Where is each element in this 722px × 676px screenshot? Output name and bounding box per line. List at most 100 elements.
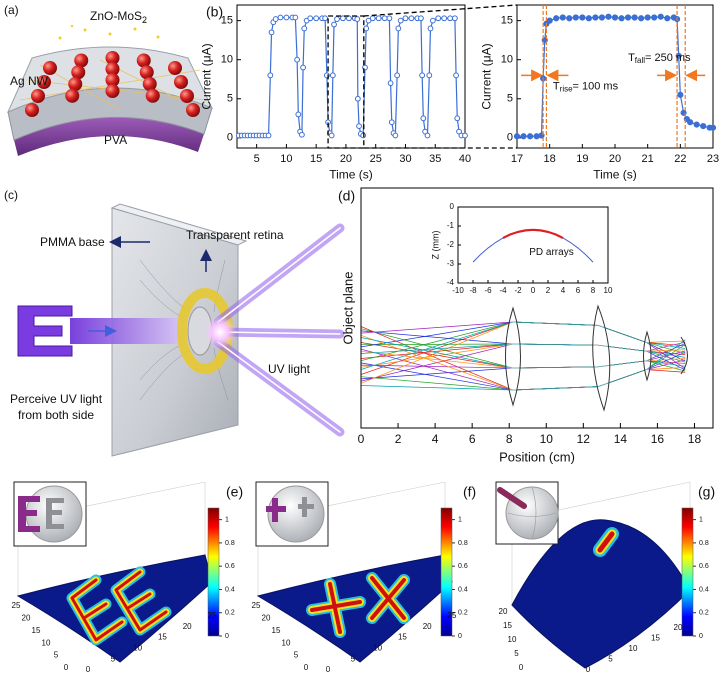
colorbar-tick-label: 0.6: [458, 563, 468, 570]
lens: [505, 306, 521, 407]
y-tick-label: 0: [450, 202, 455, 211]
axis-tick-label: 5: [351, 654, 356, 663]
ray: [360, 342, 686, 369]
axis-tick-label: 10: [373, 644, 382, 653]
ray: [360, 326, 686, 391]
annotation-rest: = 100 ms: [573, 80, 619, 92]
data-point: [388, 119, 395, 126]
axis-tick-label: 15: [398, 633, 407, 642]
lenses: [505, 304, 688, 412]
data-point: [598, 14, 606, 21]
data-point: [693, 121, 700, 128]
x-tick-label: -4: [499, 286, 507, 295]
ray: [360, 344, 686, 391]
substrate-label: PVA: [104, 133, 127, 147]
x-tick-label: 23: [707, 153, 719, 165]
data-point: [419, 72, 426, 79]
x-tick-label: 0: [531, 286, 536, 295]
axis-tick-label: 10: [508, 635, 517, 644]
data-point: [375, 15, 382, 22]
nanoparticle: [74, 53, 89, 68]
data-point: [331, 21, 337, 28]
zno-mos2-array: [25, 51, 200, 117]
data-point: [559, 14, 566, 21]
data-point: [392, 132, 399, 139]
axis-tick-label: 0: [64, 663, 69, 672]
data-point: [313, 15, 320, 22]
series-line: [502, 228, 564, 239]
data-point: [605, 13, 612, 20]
annotation-rest: = 250 ms: [645, 52, 691, 64]
data-point: [677, 91, 684, 98]
panel-label: (f): [463, 484, 476, 500]
y-tick-label: 0: [507, 132, 513, 144]
axis-tick-label: 20: [262, 614, 271, 623]
x-tick-label: 35: [429, 153, 441, 165]
x-tick-label: -8: [469, 286, 477, 295]
x-tick-label: 8: [506, 432, 513, 446]
y-tick-label: 15: [501, 15, 513, 27]
nanoparticle: [68, 77, 83, 91]
data-point: [265, 132, 272, 139]
x-tick-label: 18: [544, 153, 556, 165]
data-point: [546, 17, 553, 24]
x-tick-label: 17: [511, 153, 523, 165]
data-point: [294, 56, 301, 63]
panel-c: (c) PMMA base Transparent retina UV ligh…: [4, 188, 345, 457]
y-tick-label: 0: [227, 132, 233, 144]
annotation-sub: fall: [635, 56, 645, 65]
nanoparticle: [168, 61, 182, 75]
data-point: [585, 15, 592, 22]
colorbar-tick-label: 0.4: [458, 586, 468, 593]
data-point: [363, 25, 370, 32]
x-tick-label: -6: [484, 286, 492, 295]
y-tick-label: -2: [447, 240, 455, 249]
axis-tick-label: 0: [86, 665, 91, 674]
data-point: [513, 133, 521, 140]
nanoparticle: [174, 75, 188, 89]
x-tick-label: 4: [432, 432, 439, 446]
panel-label: (c): [4, 188, 18, 202]
data-point: [300, 64, 306, 71]
panel-g-art: [495, 481, 691, 669]
annotation: PD arrays: [529, 247, 573, 258]
nanoparticle: [145, 88, 160, 103]
axis-tick-label: 25: [252, 601, 261, 610]
axis-tick-label: 10: [42, 638, 51, 647]
data-point: [453, 72, 459, 79]
colorbar-tick-label: 0: [225, 633, 229, 640]
x-tick-label: 14: [614, 432, 628, 446]
y-tick-label: 10: [221, 54, 233, 66]
data-point: [657, 13, 664, 20]
light-dots: [58, 20, 160, 40]
y-axis-label: Z (mm): [430, 231, 440, 260]
nanoparticle: [105, 62, 120, 76]
data-point: [533, 133, 540, 140]
data-point: [462, 132, 468, 139]
data-point: [277, 14, 284, 21]
colorbar-tick-label: 0.4: [699, 586, 709, 593]
x-tick-label: 16: [651, 432, 665, 446]
nanoparticle: [37, 75, 51, 89]
axis-tick-label: 15: [32, 626, 41, 635]
colorbar-tick-label: 0.2: [699, 610, 709, 617]
data-point: [356, 123, 362, 130]
colorbar-tick-label: 0.2: [225, 610, 235, 617]
panel-label: (g): [698, 484, 715, 500]
annotation: Trise= 100 ms: [553, 80, 619, 93]
colorbar-tick-label: 0.2: [458, 610, 468, 617]
data-point: [651, 14, 658, 21]
axis-tick-label: 20: [674, 623, 683, 632]
data-point: [427, 25, 434, 32]
x-tick-label: 6: [576, 286, 581, 295]
axis-tick-label: 5: [111, 654, 116, 663]
axis-tick-label: 0: [586, 665, 591, 674]
x-tick-label: 18: [688, 432, 702, 446]
x-tick-label: -10: [452, 286, 464, 295]
ray: [360, 334, 686, 391]
data-point: [611, 14, 619, 21]
data-point: [272, 16, 279, 22]
axis-tick-label: 5: [514, 649, 519, 658]
data-point: [700, 123, 707, 130]
y-tick-label: 15: [221, 15, 233, 27]
